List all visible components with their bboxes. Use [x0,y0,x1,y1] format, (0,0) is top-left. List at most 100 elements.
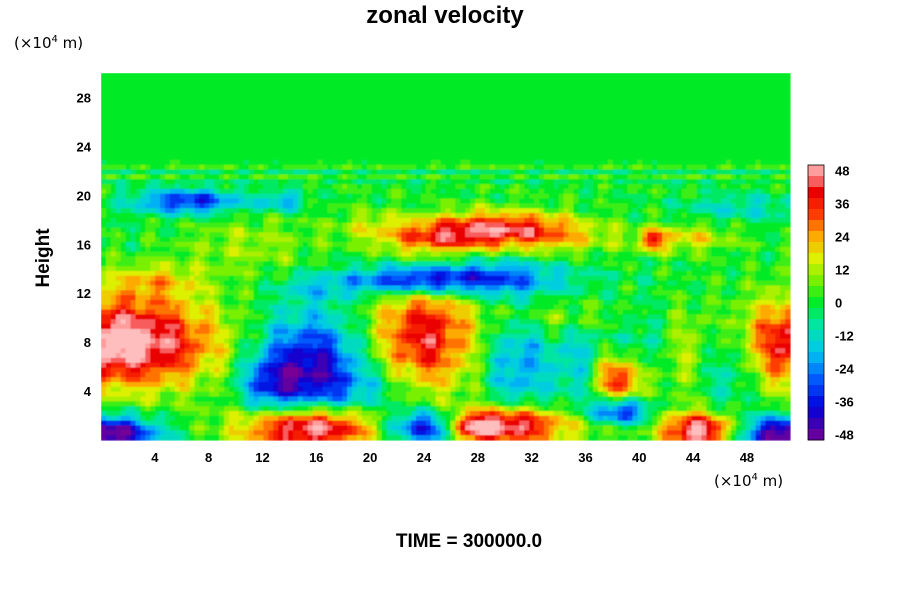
heatmap-cell [381,92,388,98]
heatmap-cell [430,232,437,238]
heatmap-cell [278,111,284,118]
heatmap-cell [283,203,289,209]
heatmap-cell [652,217,658,224]
heatmap-cell [105,174,112,180]
heatmap-cell [583,169,589,176]
heatmap-cell [105,73,112,79]
heatmap-cell [529,184,535,190]
heatmap-cell [583,227,589,233]
heatmap-cell [440,77,447,84]
heatmap-cell [155,92,161,98]
heatmap-cell [548,193,555,200]
heatmap-cell [494,227,501,233]
heatmap-cell [406,174,412,180]
heatmap-cell [514,188,520,195]
heatmap-cell [228,92,235,98]
heatmap-cell [593,87,599,93]
heatmap-cell [219,111,225,118]
heatmap-cell [686,150,693,156]
heatmap-cell [716,87,722,93]
heatmap-cell [115,198,122,204]
heatmap-cell [548,77,555,84]
heatmap-cell [381,193,388,200]
heatmap-cell [342,140,348,147]
heatmap-cell [155,130,161,137]
heatmap-cell [199,164,205,171]
heatmap-cell [686,198,693,204]
heatmap-cell [711,73,717,79]
heatmap-cell [174,188,181,195]
heatmap-cell [140,188,146,195]
heatmap-cell [696,159,703,166]
heatmap-cell [534,87,540,93]
heatmap-cell [583,179,589,185]
heatmap-cell [184,150,191,156]
heatmap-cell [721,227,727,233]
heatmap-cell [327,174,333,180]
heatmap-cell [415,193,422,200]
heatmap-cell [110,164,117,171]
heatmap-cell [337,82,343,89]
heatmap-cell [327,208,333,214]
heatmap-cell [657,184,663,190]
heatmap-cell [130,97,137,103]
heatmap-cell [179,155,186,161]
heatmap-cell [224,106,230,113]
heatmap-cell [411,174,417,180]
heatmap-cell [662,232,668,238]
heatmap-cell [430,184,437,190]
heatmap-cell [228,232,235,238]
heatmap-cell [573,213,579,219]
heatmap-cell [721,174,727,180]
heatmap-cell [652,193,658,200]
heatmap-cell [671,121,678,127]
heatmap-cell [465,169,471,176]
heatmap-cell [105,101,112,108]
heatmap-cell [524,87,530,93]
heatmap-cell [115,106,122,113]
heatmap-cell [696,198,703,204]
heatmap-cell [514,82,520,89]
heatmap-cell [366,232,373,238]
heatmap-cell [632,179,639,185]
heatmap-cell [396,222,402,229]
heatmap-cell [312,159,319,166]
heatmap-cell [583,87,589,93]
heatmap-cell [681,203,688,209]
heatmap-cell [622,145,629,151]
heatmap-cell [366,213,373,219]
heatmap-cell [135,237,141,243]
heatmap-cell [730,97,737,103]
heatmap-cell [701,208,707,214]
heatmap-cell [283,193,289,200]
heatmap-cell [504,164,511,171]
heatmap-cell [539,145,545,151]
heatmap-cell [307,150,314,156]
heatmap-cell [519,97,525,103]
heatmap-cell [174,111,181,118]
heatmap-cell [455,213,461,219]
heatmap-cell [706,106,712,113]
heatmap-cell [617,73,624,79]
heatmap-cell [356,135,363,142]
heatmap-cell [450,227,456,233]
heatmap-cell [499,130,506,137]
heatmap-cell [332,213,338,219]
heatmap-cell [288,203,294,209]
heatmap-cell [450,188,456,195]
heatmap-cell [145,106,151,113]
heatmap-cell [440,145,447,151]
heatmap-cell [263,116,269,122]
heatmap-cell [573,159,579,166]
heatmap-cell [445,97,452,103]
heatmap-cell [169,213,176,219]
heatmap-cell [332,82,338,89]
heatmap-cell [514,198,520,204]
heatmap-cell [479,130,486,137]
heatmap-cell [671,159,678,166]
heatmap-cell [268,203,274,209]
heatmap-cell [775,213,781,219]
heatmap-cell [617,101,624,108]
heatmap-cell [199,208,205,214]
heatmap-cell [105,150,112,156]
